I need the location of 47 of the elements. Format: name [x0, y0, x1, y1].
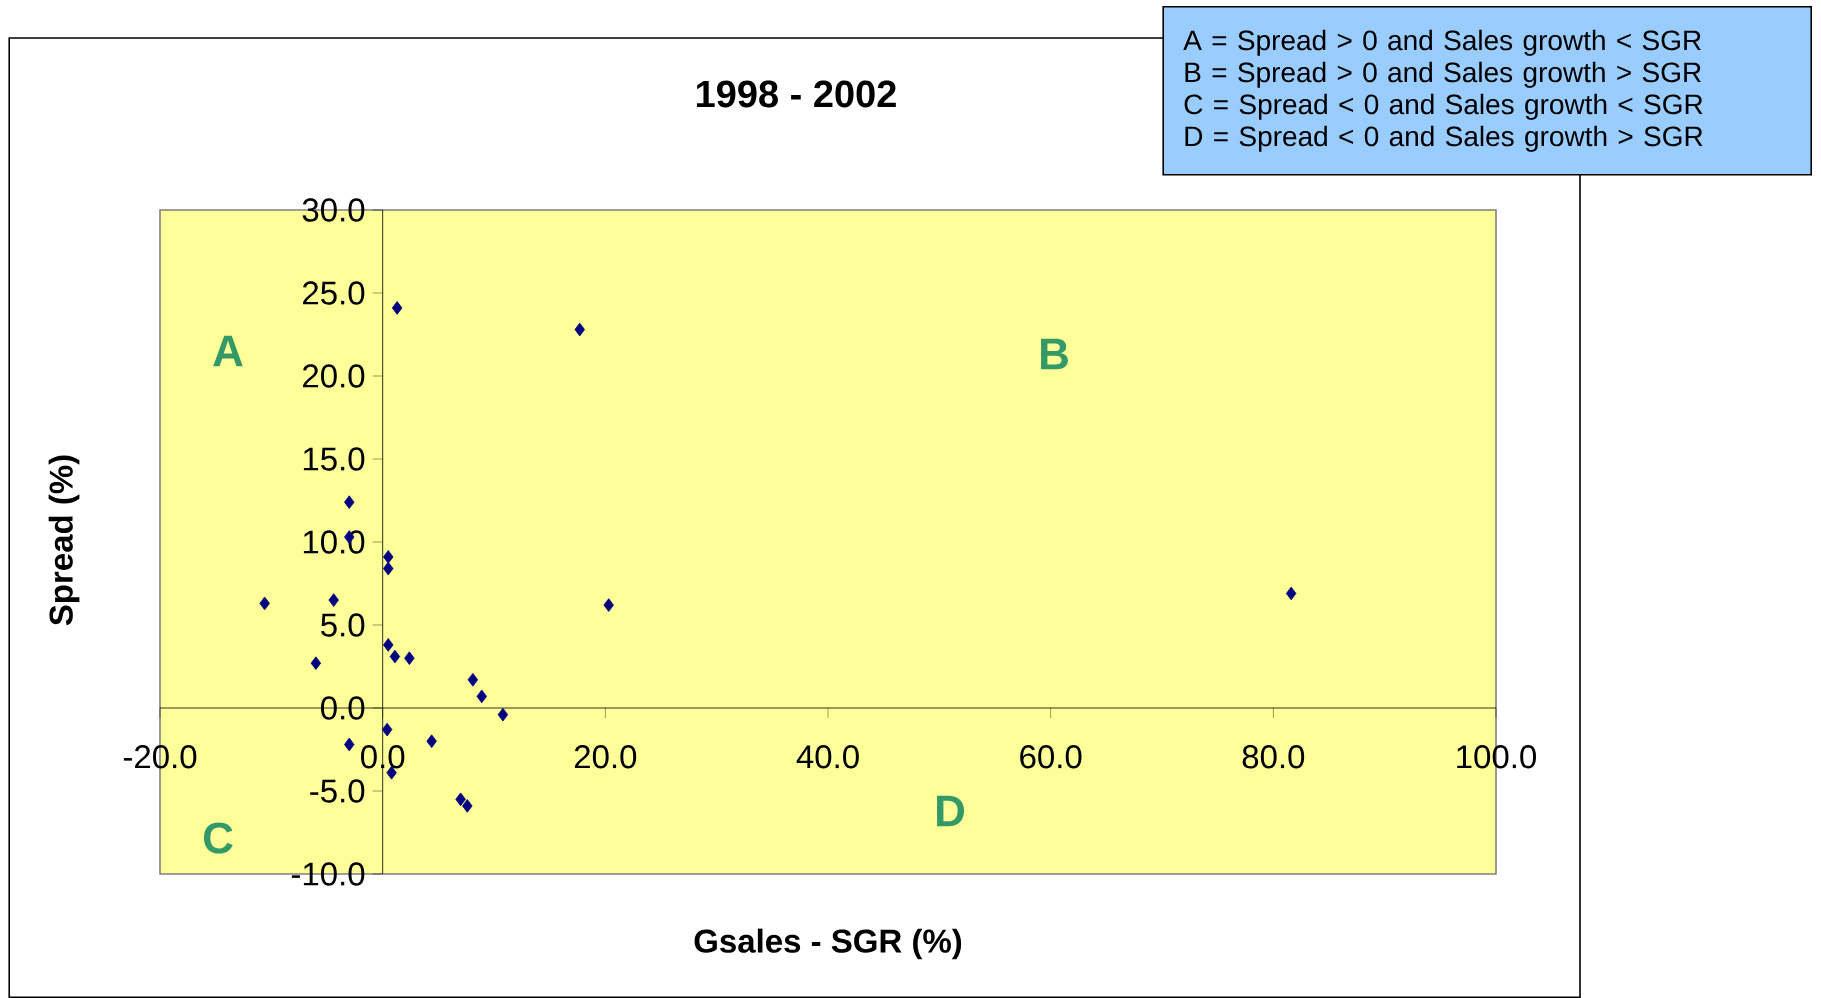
point [381, 722, 393, 737]
annotation: C [203, 822, 233, 854]
y-tick-label: 30.0 [302, 198, 365, 222]
y-tick-label: 5.0 [321, 613, 365, 637]
annotation: A [213, 335, 243, 367]
point [310, 656, 322, 670]
point [497, 707, 509, 722]
point [383, 550, 394, 564]
x-tick-label: -20.0 [123, 745, 197, 769]
y-tick-label: 10.0 [303, 530, 365, 554]
y-tick-label: 15.0 [303, 447, 365, 471]
point [574, 322, 585, 337]
point [383, 638, 394, 652]
point [344, 495, 355, 509]
y-tick-label: 0.0 [321, 696, 365, 720]
point [426, 734, 437, 748]
y-tick-label: -5.0 [310, 779, 365, 803]
x-tick-label: 80.0 [1242, 745, 1305, 769]
point [344, 737, 355, 752]
annotation: D [937, 795, 965, 827]
point [259, 596, 270, 611]
point [389, 649, 401, 664]
x-tick-label: 100.0 [1457, 745, 1536, 769]
point [383, 561, 394, 576]
point [391, 301, 403, 315]
x-axis-title: Gsales - SGR (%) [694, 928, 962, 960]
point [455, 792, 466, 807]
y-tick-label: -10.0 [291, 862, 365, 886]
y-tick-label: 20.0 [303, 364, 365, 388]
x-tick-label: 60.0 [1020, 745, 1082, 769]
text: B = Spread > 0 and Sales growth > SGR [1185, 61, 1701, 88]
point [404, 651, 415, 665]
x-tick-label: 20.0 [574, 745, 637, 769]
text: C = Spread < 0 and Sales growth < SGR [1184, 93, 1703, 120]
point [467, 672, 479, 687]
point [1285, 586, 1297, 601]
text: A = Spread > 0 and Sales growth < SGR [1183, 29, 1701, 56]
y-axis-title: Spread (%) [48, 455, 80, 626]
point [462, 799, 473, 813]
annotation: B [1041, 338, 1068, 370]
y-tick-label: 25.0 [303, 281, 365, 305]
text: D = Spread < 0 and Sales growth > SGR [1185, 125, 1703, 152]
x-tick-label: 40.0 [796, 745, 859, 769]
point [328, 593, 339, 607]
point [476, 689, 487, 704]
chart-title: 1998 - 2002 [696, 80, 896, 108]
point [603, 598, 614, 612]
